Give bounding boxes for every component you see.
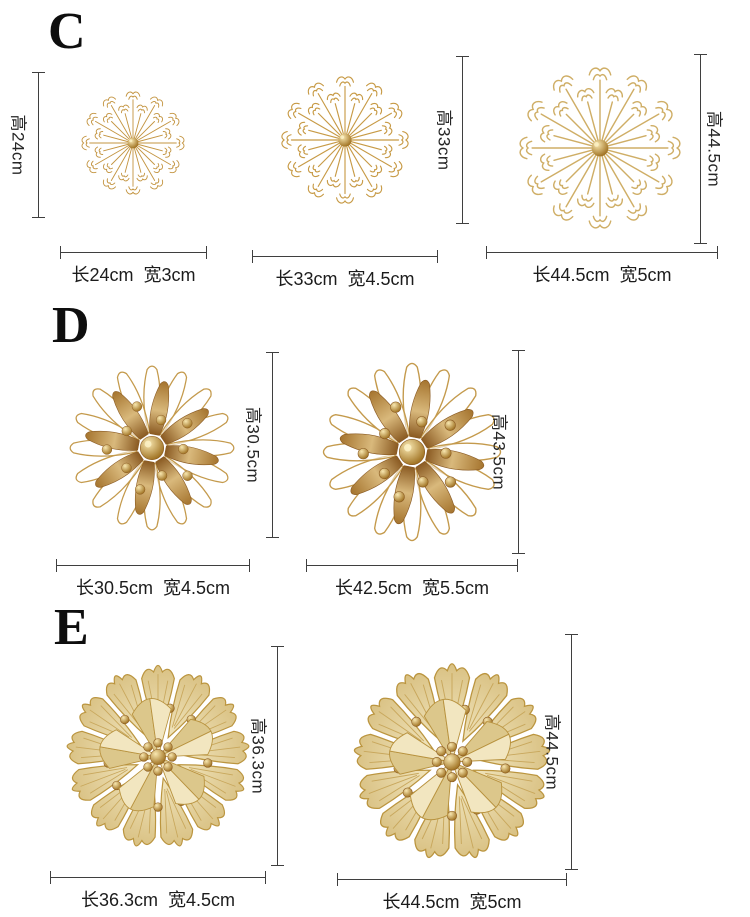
size-label-c2: 长33cm 宽4.5cm xyxy=(275,269,415,289)
height-dimension-line-d2 xyxy=(512,350,525,554)
height-dimension-line-c1 xyxy=(32,72,45,218)
height-dimension-line-d1 xyxy=(266,352,279,538)
width-dimension-line-e2 xyxy=(337,873,567,886)
height-dimension-label-c2: 高33cm xyxy=(434,109,454,171)
fan-flower-artwork-large xyxy=(335,645,569,879)
width-dimension-line-e1 xyxy=(50,871,266,884)
size-label-c3: 长44.5cm 宽5cm xyxy=(532,265,672,285)
spoon-flower-artwork-large xyxy=(306,346,518,558)
height-dimension-line-e2 xyxy=(565,634,578,870)
height-dimension-label-d2: 高43.5cm xyxy=(489,413,509,491)
size-label-c1: 长24cm 宽3cm xyxy=(71,265,196,285)
spoon-flower-artwork-small xyxy=(54,350,250,546)
section-label-e: E xyxy=(54,599,89,656)
height-dimension-label-d1: 高30.5cm xyxy=(243,406,263,484)
dandelion-artwork-large xyxy=(481,29,719,267)
width-dimension-line-d1 xyxy=(56,559,250,572)
size-label-d2: 长42.5cm 宽5.5cm xyxy=(334,578,490,598)
height-dimension-line-c3 xyxy=(694,54,707,244)
section-label-c: C xyxy=(48,3,86,60)
width-dimension-line-d2 xyxy=(306,559,518,572)
height-dimension-line-e1 xyxy=(271,646,284,866)
size-label-e1: 长36.3cm 宽4.5cm xyxy=(80,890,236,910)
height-dimension-line-c2 xyxy=(456,56,469,224)
dandelion-artwork-medium xyxy=(251,46,439,234)
height-dimension-label-c1: 高24cm xyxy=(8,114,28,176)
dandelion-artwork-small xyxy=(57,67,209,219)
width-dimension-line-c1 xyxy=(60,246,207,259)
size-label-e2: 长44.5cm 宽5cm xyxy=(382,892,522,912)
size-label-d1: 长30.5cm 宽4.5cm xyxy=(75,578,231,598)
width-dimension-line-c3 xyxy=(486,246,718,259)
height-dimension-label-c3: 高44.5cm xyxy=(704,110,724,188)
fan-flower-artwork-small xyxy=(49,648,267,866)
section-label-d: D xyxy=(52,297,90,354)
width-dimension-line-c2 xyxy=(252,250,438,263)
height-dimension-label-e1: 高36.3cm xyxy=(248,717,268,795)
height-dimension-label-e2: 高44.5cm xyxy=(542,713,562,791)
